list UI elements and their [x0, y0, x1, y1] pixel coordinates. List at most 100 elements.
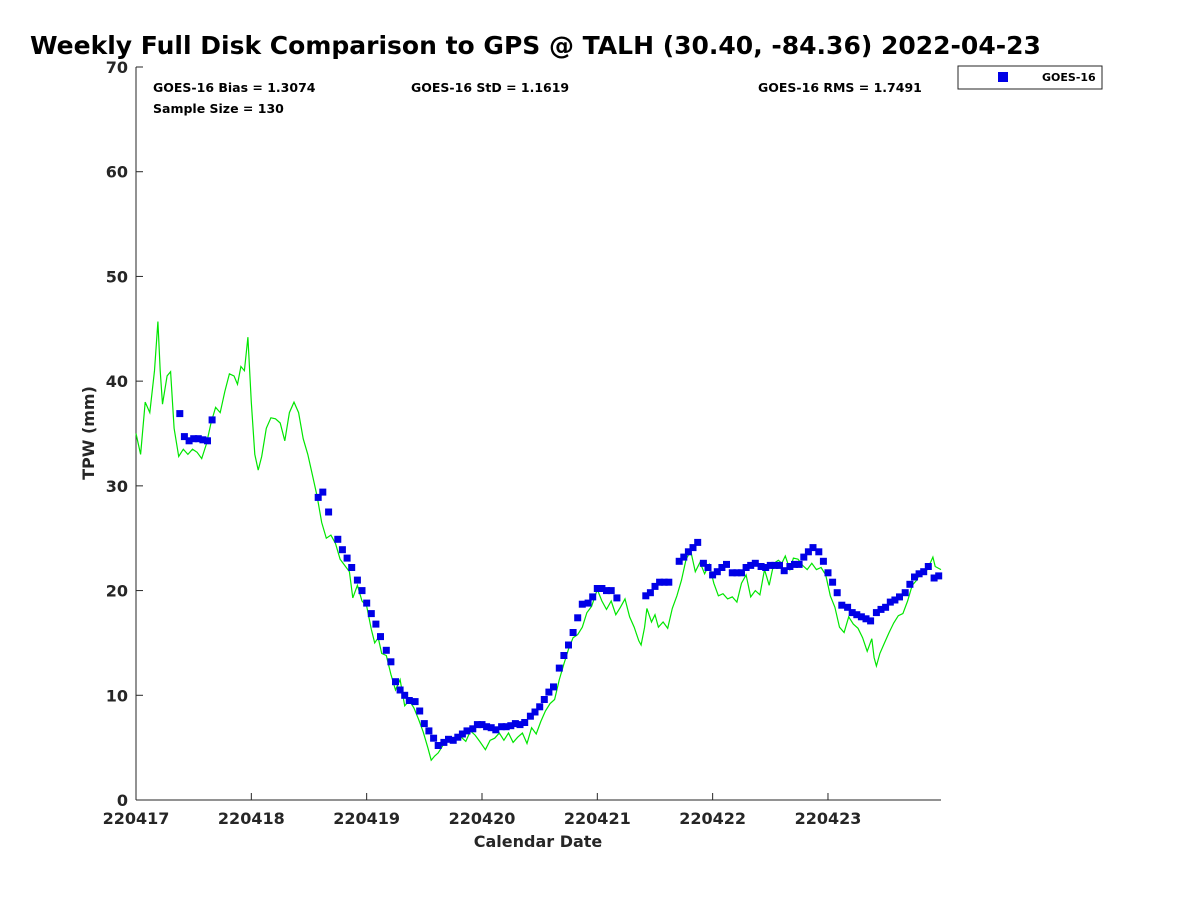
goes-16-point	[367, 610, 375, 618]
goes-16-series	[176, 410, 943, 749]
goes-16-point	[516, 721, 524, 729]
goes-16-point	[656, 578, 664, 586]
x-tick-label: 220420	[449, 809, 516, 828]
goes-16-point	[314, 493, 322, 501]
chart-title: Weekly Full Disk Comparison to GPS @ TAL…	[30, 31, 1041, 60]
goes-16-point	[675, 557, 683, 565]
goes-16-point	[405, 697, 413, 704]
goes-16-point	[469, 725, 477, 733]
goes-16-point	[458, 730, 466, 738]
goes-16-point	[651, 582, 659, 590]
y-ticks: 0 10 20 30 40 50 60 70	[106, 58, 143, 810]
goes-16-point	[319, 488, 327, 496]
goes-16-point	[487, 724, 495, 732]
goes-16-point	[786, 563, 794, 570]
goes-16-point	[723, 560, 730, 568]
goes-16-point	[751, 559, 759, 567]
goes-16-point	[642, 592, 650, 600]
goes-16-point	[569, 629, 577, 636]
goes-16-point	[853, 611, 861, 619]
goes-16-point	[891, 596, 899, 604]
legend-label: GOES-16	[1042, 71, 1096, 84]
goes-16-point	[646, 589, 654, 597]
legend-box	[957, 65, 1103, 90]
goes-16-point	[578, 600, 586, 608]
goes-16-point	[804, 548, 812, 556]
goes-16-point	[449, 736, 457, 744]
goes-16-point	[411, 698, 419, 706]
goes-16-point	[882, 603, 890, 611]
goes-16-point	[896, 593, 903, 601]
goes-16-point	[565, 641, 572, 649]
goes-16-point	[762, 564, 770, 571]
goes-16-point	[540, 696, 548, 703]
goes-16-point	[920, 568, 928, 576]
goes-16-point	[396, 686, 404, 694]
std-stat: GOES-16 StD = 1.1619	[411, 80, 569, 95]
goes-16-point	[401, 691, 409, 699]
bias-stat: GOES-16 Bias = 1.3074	[153, 80, 316, 95]
goes-16-point	[507, 722, 515, 730]
goes-16-point	[694, 538, 702, 546]
legend: GOES-16	[957, 65, 1103, 90]
goes-16-point	[185, 437, 193, 445]
x-tick-label: 220418	[218, 809, 285, 828]
y-tick-label: 20	[106, 582, 128, 601]
goes-16-point	[194, 435, 202, 443]
goes-16-point	[684, 548, 692, 556]
goes-16-point	[343, 554, 351, 562]
y-tick-label: 10	[106, 686, 128, 705]
goes-16-point	[872, 609, 880, 617]
goes-16-point	[372, 620, 380, 628]
sample-size-stat: Sample Size = 130	[153, 101, 284, 116]
goes-16-point	[382, 646, 390, 654]
gps-series	[135, 321, 942, 762]
goes-16-point	[478, 721, 486, 729]
goes-16-point	[440, 738, 448, 746]
gps-series-line	[135, 321, 942, 762]
goes-16-point	[430, 734, 438, 742]
y-tick-label: 0	[117, 791, 128, 810]
goes-16-point	[363, 599, 371, 607]
goes-16-point	[766, 561, 774, 569]
goes-16-point	[935, 572, 943, 580]
goes-16-point	[521, 719, 529, 726]
goes-16-point	[353, 576, 361, 584]
goes-16-point	[800, 553, 808, 561]
goes-16-point	[483, 723, 491, 731]
goes-16-point	[545, 688, 553, 696]
goes-16-point	[795, 560, 803, 568]
goes-16-point	[930, 574, 938, 582]
goes-16-point	[906, 580, 914, 588]
goes-16-point	[387, 658, 395, 666]
x-axis-label: Calendar Date	[474, 832, 603, 851]
goes-16-point	[348, 564, 356, 571]
goes-16-point	[699, 559, 707, 567]
y-tick-label: 60	[106, 163, 128, 182]
goes-16-point	[377, 633, 384, 641]
goes-16-point	[420, 720, 428, 728]
goes-16-point	[665, 578, 673, 586]
goes-16-point	[747, 561, 755, 569]
goes-16-point	[334, 535, 342, 543]
goes-16-point	[208, 416, 216, 424]
goes-16-point	[829, 578, 837, 586]
y-tick-label: 70	[106, 58, 128, 77]
goes-16-point	[598, 585, 606, 592]
goes-16-point	[815, 548, 823, 556]
goes-16-point	[613, 594, 621, 602]
x-ticks: 220417 220418 220419 220420 220421 220422 2204…	[103, 793, 861, 828]
goes-16-point	[709, 571, 717, 579]
goes-16-point	[660, 578, 668, 586]
goes-16-point	[780, 567, 788, 575]
goes-16-point	[603, 587, 610, 595]
goes-16-point	[844, 603, 852, 611]
goes-16-point	[498, 723, 506, 731]
goes-16-point	[416, 707, 424, 715]
goes-16-point	[901, 589, 909, 597]
goes-16-point	[593, 585, 601, 592]
y-tick-label: 30	[106, 477, 128, 496]
goes-16-point	[425, 727, 433, 735]
goes-16-point	[704, 564, 712, 571]
goes-16-point	[824, 569, 832, 577]
